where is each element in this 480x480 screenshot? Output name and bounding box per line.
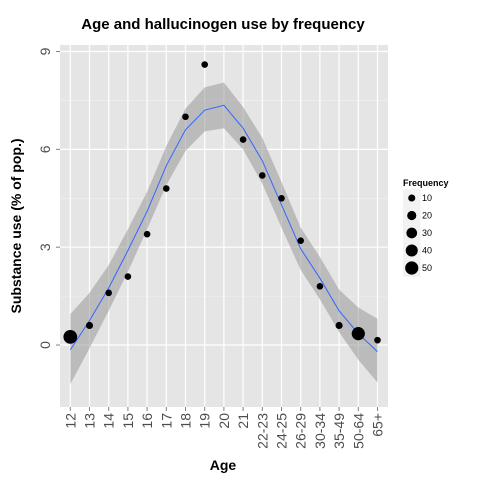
data-point [374,336,381,344]
x-tick-label: 20 [216,413,232,429]
data-point [239,136,247,143]
x-tick-label: 35-49 [331,413,347,449]
legend-label: 20 [422,211,432,221]
y-tick-label: 6 [37,145,53,153]
chart-title: Age and hallucinogen use by frequency [81,16,365,33]
x-tick-label: 65+ [370,413,386,437]
data-point [143,230,151,238]
x-tick-label: 26-29 [293,413,309,449]
x-tick-label: 14 [101,413,117,429]
x-tick-label: 15 [120,413,136,429]
data-point [201,61,208,68]
confidence-band-area [70,82,378,385]
y-tick-label: 3 [37,243,53,251]
data-point [351,327,365,341]
legend-symbol [405,261,419,275]
y-tick-label: 0 [37,341,53,349]
data-point [124,273,132,280]
x-tick-label: 50-64 [350,413,366,449]
legend-label: 10 [422,193,432,203]
x-tick-label: 18 [178,413,194,429]
legend-label: 40 [422,246,432,256]
y-tick-label: 9 [37,47,53,55]
confidence-band [70,82,378,385]
x-tick-label: 13 [82,413,98,429]
x-axis-title: Age [210,457,237,473]
fit-line-path [69,104,378,352]
data-point [63,330,78,344]
legend-symbol [406,227,418,239]
x-tick-label: 24-25 [274,413,290,449]
y-axis: 0 3 6 9 [37,47,60,349]
legend-title: Frequency [403,178,449,188]
data-point [316,283,324,290]
data-point [85,321,94,330]
legend: Frequency 10 20 30 40 50 [403,178,449,277]
y-axis-title: Substance use (% of pop.) [8,138,24,313]
data-point [297,237,305,244]
x-tick-label: 21 [235,413,251,429]
x-tick-label: 16 [139,413,155,429]
x-axis: 12 13 14 15 16 17 18 19 20 21 22-23 24-25 26-29 30-34… [62,407,386,449]
legend-symbol [408,194,416,202]
legend-label: 30 [422,228,432,238]
data-point [182,113,189,121]
legend-symbol [407,210,417,221]
data-points [63,61,381,344]
legend-label: 50 [422,263,432,273]
data-point [163,185,170,192]
legend-symbol [405,244,418,257]
x-tick-label: 30-34 [312,413,328,449]
x-tick-label: 17 [158,413,174,429]
data-point [335,321,343,330]
grid-lines [60,45,388,407]
data-point [105,289,112,297]
fit-line [69,104,378,352]
x-tick-label: 22-23 [254,413,270,449]
x-tick-label: 12 [62,413,78,429]
data-point [278,194,285,202]
x-tick-label: 19 [197,413,213,429]
data-point [259,172,266,179]
